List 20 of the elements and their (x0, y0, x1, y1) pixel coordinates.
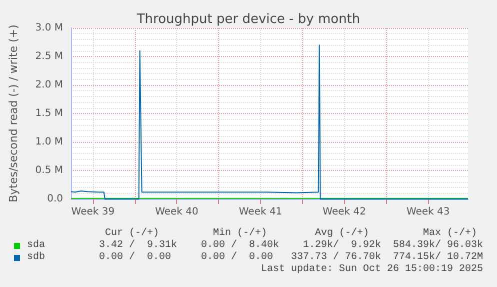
text: 3.42 / 9.31k 0.00 / 8.40k 1.29k/ 9.92k 584.39k/ 96.03k (99, 240, 484, 252)
text: 0.00 / 0.00 0.00 / 0.00 337.73 / 76.70k 774.15k/ 10.72M (99, 252, 484, 264)
x-tick-label: Week 41 (238, 206, 282, 218)
x-tick-label: Week 40 (155, 206, 198, 218)
legend-label: sda (27, 240, 46, 252)
y-tick-label: 2.5 M (35, 51, 63, 62)
x-tick-label: Week 39 (71, 206, 115, 218)
y-tick-label: 3.0 M (35, 22, 63, 34)
y-tick-label: 2.0 M (35, 80, 63, 90)
text: Last update: Sun Oct 26 15:00:19 2025 (260, 264, 484, 276)
y-tick-label: 0.5 M (35, 165, 63, 176)
y-tick-label: 1.0 M (35, 136, 63, 148)
y-tick-label: 1.5 M (35, 108, 63, 119)
text: Cur (-/+) Min (-/+) Avg (-/+) Max (-/+) (104, 228, 478, 240)
x-tick-label: Week 43 (406, 206, 450, 218)
y-tick-label: 0.0 (47, 194, 63, 204)
y-axis-title: Bytes/second read (-) / write (+) (7, 24, 20, 202)
chart-title: Throughput per device - by month (136, 12, 360, 27)
x-tick-label: Week 42 (322, 206, 366, 218)
legend-label: sdb (27, 252, 46, 264)
